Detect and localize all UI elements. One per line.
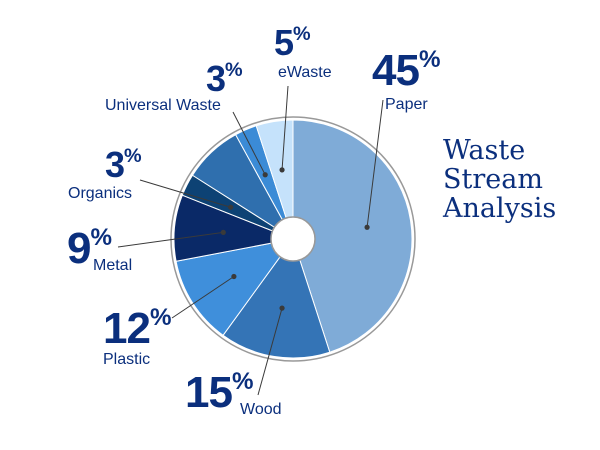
paper-name: Paper	[385, 96, 428, 113]
plastic-percent: 12	[103, 304, 151, 354]
leader-dot-organics	[228, 204, 234, 210]
plastic-name: Plastic	[103, 351, 151, 368]
leader-line-wood	[257, 308, 283, 396]
ewaste-name: eWaste	[278, 64, 332, 81]
metal-name: Metal	[93, 257, 133, 274]
organics-percent: 3	[105, 144, 125, 185]
slice-wood	[222, 237, 331, 359]
leader-dot-paper	[364, 224, 370, 230]
universal-waste-percent: 3	[206, 58, 226, 99]
leader-line-paper	[366, 99, 384, 228]
leader-dot-plastic	[231, 273, 237, 280]
title-line-1: Waste	[443, 135, 526, 166]
label-universal-waste: 3%	[206, 58, 243, 99]
leader-line-metal	[117, 231, 224, 248]
leader-dot-universal-waste	[262, 172, 268, 178]
title-line-3: Analysis	[443, 193, 557, 224]
label-organics: 3%	[105, 144, 142, 185]
paper-percent: 45	[372, 46, 420, 96]
leader-dot-wood	[279, 305, 285, 311]
label-wood: 15%	[185, 368, 254, 418]
leader-dot-ewaste	[279, 167, 285, 173]
chart-title: Waste Stream Analysis	[443, 136, 556, 223]
leader-line-plastic	[171, 276, 235, 319]
ewaste-percent: 5	[274, 22, 294, 63]
label-ewaste: 5%	[274, 22, 311, 63]
organics-name: Organics	[68, 185, 133, 202]
label-plastic: 12%	[103, 304, 172, 354]
wood-name: Wood	[240, 401, 282, 418]
wood-percent: 15	[185, 368, 233, 418]
label-metal: 9%	[67, 224, 112, 274]
slice-paper	[292, 119, 413, 353]
slice-plastic	[175, 238, 295, 336]
label-paper: 45%	[372, 46, 441, 96]
leader-line-organics	[139, 179, 231, 208]
leader-dot-metal	[220, 229, 226, 236]
donut-outline	[170, 116, 416, 362]
donut-hole	[270, 216, 316, 262]
leader-line-universal-waste	[232, 111, 266, 175]
universal-waste-name: Universal Waste	[105, 97, 221, 114]
title-line-2: Stream	[443, 164, 543, 195]
leader-line-ewaste	[281, 85, 289, 170]
metal-percent: 9	[67, 224, 92, 274]
